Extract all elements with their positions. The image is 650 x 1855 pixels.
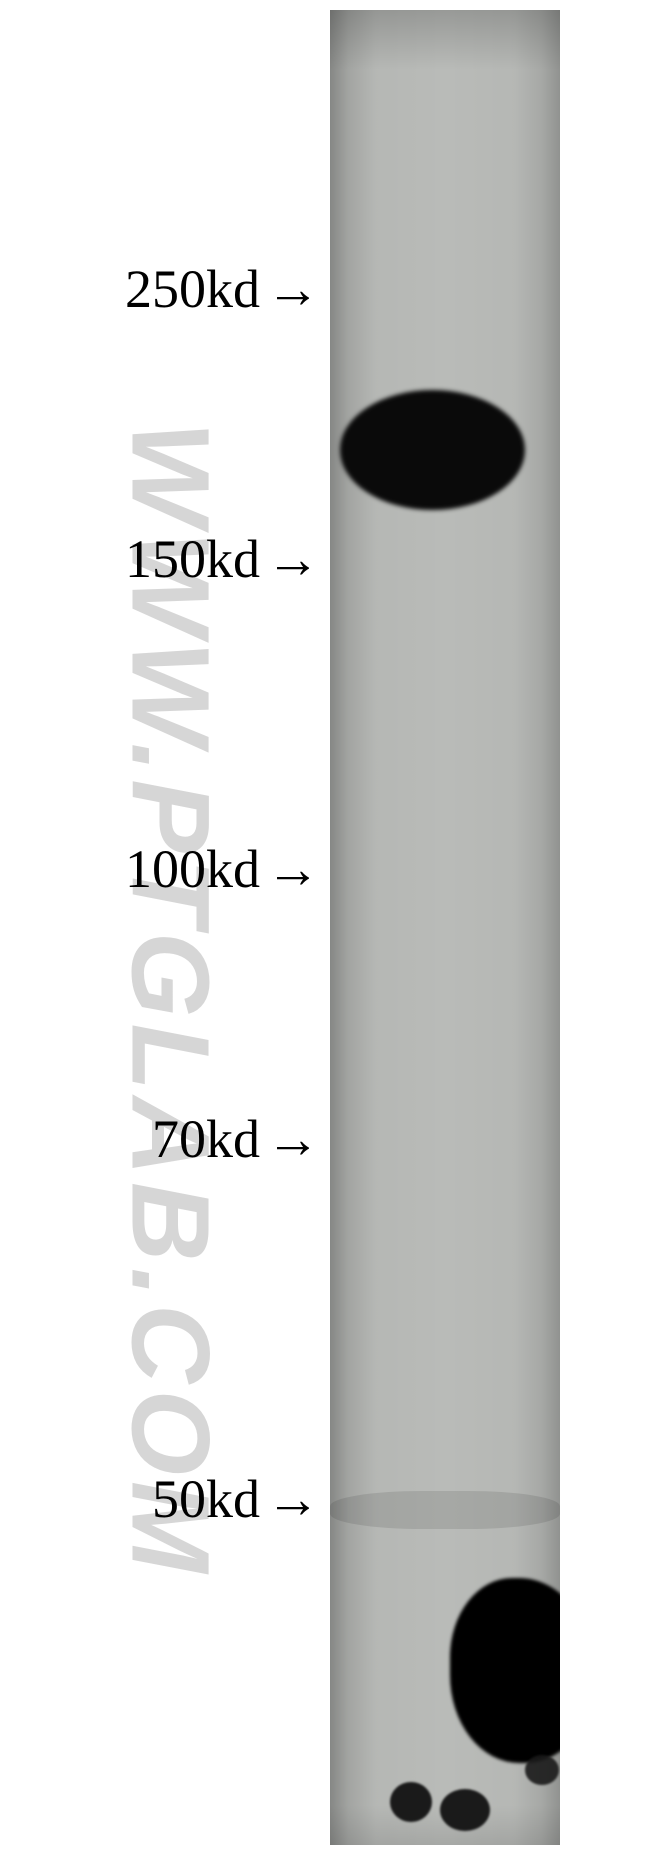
arrow-right-icon: → bbox=[266, 532, 320, 586]
bottom-spot-3 bbox=[525, 1755, 559, 1785]
marker-labels-column: 250kd → 150kd → 100kd → 70kd → 50kd → bbox=[0, 0, 320, 1855]
bottom-spot-2 bbox=[440, 1789, 490, 1831]
main-band bbox=[340, 390, 525, 510]
lane-edge-shadow bbox=[330, 10, 560, 1845]
marker-250kd: 250kd → bbox=[0, 258, 320, 320]
marker-150kd: 150kd → bbox=[0, 528, 320, 590]
arrow-right-icon: → bbox=[266, 842, 320, 896]
blot-figure: WWW.PTGLAB.COM 250kd → 150kd → 100kd → 7… bbox=[0, 0, 650, 1855]
arrow-right-icon: → bbox=[266, 1112, 320, 1166]
marker-label-text: 70kd bbox=[152, 1108, 266, 1170]
marker-label-text: 50kd bbox=[152, 1468, 266, 1530]
arrow-right-icon: → bbox=[266, 262, 320, 316]
faint-streak-50kd bbox=[330, 1491, 560, 1529]
marker-label-text: 250kd bbox=[125, 258, 266, 320]
bottom-spot-1 bbox=[390, 1782, 432, 1822]
marker-label-text: 150kd bbox=[125, 528, 266, 590]
marker-label-text: 100kd bbox=[125, 838, 266, 900]
lane-top-shadow bbox=[330, 10, 560, 70]
marker-50kd: 50kd → bbox=[0, 1468, 320, 1530]
marker-70kd: 70kd → bbox=[0, 1108, 320, 1170]
blot-lane bbox=[330, 10, 560, 1845]
marker-100kd: 100kd → bbox=[0, 838, 320, 900]
arrow-right-icon: → bbox=[266, 1472, 320, 1526]
